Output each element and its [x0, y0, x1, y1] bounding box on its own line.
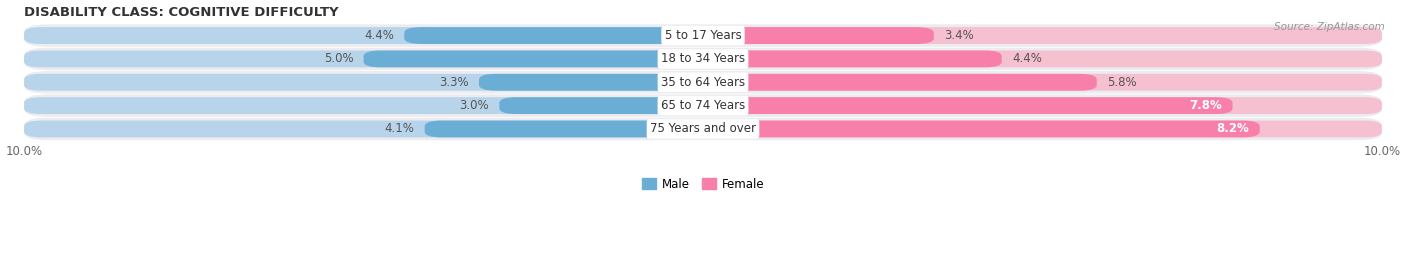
- FancyBboxPatch shape: [703, 27, 1382, 44]
- Text: 4.1%: 4.1%: [385, 123, 415, 136]
- FancyBboxPatch shape: [24, 94, 1382, 117]
- FancyBboxPatch shape: [703, 50, 1382, 67]
- FancyBboxPatch shape: [703, 97, 1382, 114]
- Text: 3.0%: 3.0%: [460, 99, 489, 112]
- FancyBboxPatch shape: [703, 97, 1233, 114]
- FancyBboxPatch shape: [425, 121, 703, 137]
- FancyBboxPatch shape: [24, 71, 1382, 93]
- Text: 65 to 74 Years: 65 to 74 Years: [661, 99, 745, 112]
- FancyBboxPatch shape: [703, 74, 1382, 91]
- FancyBboxPatch shape: [24, 48, 1382, 70]
- Text: 5.8%: 5.8%: [1107, 76, 1136, 89]
- FancyBboxPatch shape: [479, 74, 703, 91]
- FancyBboxPatch shape: [24, 50, 703, 67]
- Text: 5.0%: 5.0%: [323, 52, 353, 65]
- Text: 3.3%: 3.3%: [439, 76, 468, 89]
- Legend: Male, Female: Male, Female: [637, 173, 769, 195]
- FancyBboxPatch shape: [364, 50, 703, 67]
- Text: 5 to 17 Years: 5 to 17 Years: [665, 29, 741, 42]
- Text: 8.2%: 8.2%: [1216, 123, 1250, 136]
- FancyBboxPatch shape: [703, 27, 934, 44]
- FancyBboxPatch shape: [703, 74, 1097, 91]
- FancyBboxPatch shape: [24, 24, 1382, 47]
- FancyBboxPatch shape: [24, 97, 703, 114]
- FancyBboxPatch shape: [703, 121, 1382, 137]
- FancyBboxPatch shape: [499, 97, 703, 114]
- Text: 7.8%: 7.8%: [1189, 99, 1222, 112]
- FancyBboxPatch shape: [24, 27, 703, 44]
- FancyBboxPatch shape: [24, 121, 703, 137]
- FancyBboxPatch shape: [24, 74, 703, 91]
- Text: 3.4%: 3.4%: [943, 29, 974, 42]
- Text: Source: ZipAtlas.com: Source: ZipAtlas.com: [1274, 22, 1385, 32]
- Text: 4.4%: 4.4%: [1012, 52, 1042, 65]
- Text: DISABILITY CLASS: COGNITIVE DIFFICULTY: DISABILITY CLASS: COGNITIVE DIFFICULTY: [24, 6, 339, 19]
- Text: 4.4%: 4.4%: [364, 29, 394, 42]
- FancyBboxPatch shape: [405, 27, 703, 44]
- FancyBboxPatch shape: [24, 118, 1382, 140]
- Text: 75 Years and over: 75 Years and over: [650, 123, 756, 136]
- FancyBboxPatch shape: [703, 121, 1260, 137]
- Text: 18 to 34 Years: 18 to 34 Years: [661, 52, 745, 65]
- FancyBboxPatch shape: [703, 50, 1001, 67]
- Text: 35 to 64 Years: 35 to 64 Years: [661, 76, 745, 89]
